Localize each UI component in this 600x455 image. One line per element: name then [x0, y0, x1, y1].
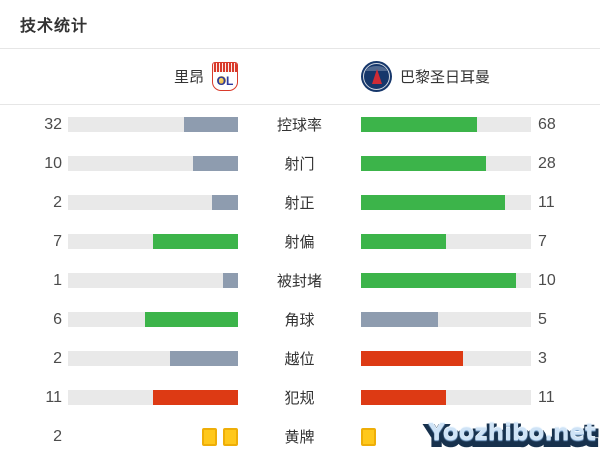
away-bar-track [361, 351, 531, 366]
home-value: 2 [53, 193, 62, 211]
away-bar-track [361, 195, 531, 210]
away-bar-fill [361, 117, 477, 132]
away-value: 68 [538, 115, 556, 133]
away-team: 巴黎圣日耳曼 [361, 61, 490, 92]
stat-row: 2 黄牌 1 [0, 417, 600, 455]
stat-label: 越位 [284, 351, 315, 368]
away-team-name: 巴黎圣日耳曼 [400, 69, 491, 86]
lyon-crest-band [213, 63, 237, 72]
watermark-text: Yoozhibo.net [428, 420, 596, 446]
home-bar-fill [211, 195, 238, 210]
stat-label: 射门 [284, 156, 315, 173]
stat-label: 控球率 [276, 117, 322, 134]
stat-label: 射偏 [284, 234, 315, 251]
stat-label: 黄牌 [284, 429, 315, 446]
home-value: 7 [53, 232, 62, 250]
away-value: 5 [538, 310, 547, 328]
home-value: 32 [44, 115, 62, 133]
title-bar: 技术统计 [0, 0, 600, 48]
psg-crest-icon [361, 61, 392, 92]
psg-crest-ring [363, 63, 390, 90]
away-bar-fill [361, 390, 446, 405]
stat-row: 11 犯规 11 [0, 378, 600, 417]
away-bar-fill [361, 234, 446, 249]
watermark-outline: Yoozhibo.net [425, 421, 599, 453]
psg-crest-tower [371, 69, 382, 84]
stat-row: 10 射门 28 [0, 144, 600, 183]
home-team-name: 里昂 [173, 69, 204, 86]
page-title: 技术统计 [20, 18, 89, 35]
away-value: 10 [538, 271, 556, 289]
home-bar-track [68, 427, 238, 446]
stat-label: 被封堵 [276, 273, 322, 290]
stat-row: 7 射偏 7 [0, 222, 600, 261]
away-bar-fill [361, 156, 487, 171]
home-value: 2 [53, 427, 62, 445]
lyon-crest-icon: OL [212, 62, 238, 91]
away-bar-fill [361, 273, 516, 288]
lyon-crest-text: OL [216, 74, 234, 88]
stats-list: 32 控球率 68 10 射门 28 2 射正 11 7 [0, 105, 600, 455]
home-team: 里昂 OL [0, 62, 238, 91]
yellow-card-icon [202, 427, 217, 446]
home-bar-track [68, 351, 238, 366]
home-bar-fill [193, 156, 238, 171]
away-value: 3 [538, 349, 547, 367]
away-value: 1 [538, 427, 547, 445]
away-value: 28 [538, 154, 556, 172]
away-bar-track [361, 234, 531, 249]
away-value: 7 [538, 232, 547, 250]
stat-label: 射正 [284, 195, 315, 212]
away-bar-track [361, 312, 531, 327]
home-bar-track [68, 234, 238, 249]
stat-row: 32 控球率 68 [0, 105, 600, 144]
home-bar-track [68, 156, 238, 171]
home-value: 1 [53, 271, 62, 289]
away-bar-track [361, 427, 531, 446]
home-bar-fill [183, 117, 238, 132]
stat-row: 1 被封堵 10 [0, 261, 600, 300]
away-value: 11 [538, 193, 555, 211]
title-divider [0, 48, 600, 49]
home-value: 11 [45, 388, 62, 406]
home-bar-track [68, 273, 238, 288]
home-value: 6 [53, 310, 62, 328]
stat-row: 2 越位 3 [0, 339, 600, 378]
home-bar-fill [222, 273, 238, 288]
lyon-crest-lion [217, 76, 226, 85]
home-value: 10 [44, 154, 62, 172]
home-bar-track [68, 195, 238, 210]
home-value: 2 [53, 349, 62, 367]
away-bar-track [361, 390, 531, 405]
home-bar-fill [170, 351, 238, 366]
watermark: Yoozhibo.net Yoozhibo.net [425, 420, 599, 453]
away-bar-fill [361, 351, 463, 366]
home-bar-track [68, 312, 238, 327]
away-bar-fill [361, 312, 439, 327]
home-bar-fill [153, 234, 238, 249]
away-bar-track [361, 273, 531, 288]
stat-row: 6 角球 5 [0, 300, 600, 339]
yellow-card-icon [223, 427, 238, 446]
home-bar-track [68, 390, 238, 405]
away-bar-track [361, 117, 531, 132]
away-bar-track [361, 156, 531, 171]
stat-label: 犯规 [284, 390, 315, 407]
stat-label: 角球 [284, 312, 315, 329]
yellow-card-icon [361, 427, 376, 446]
team-header: 里昂 OL 巴黎圣日耳曼 [0, 49, 600, 104]
home-bar-track [68, 117, 238, 132]
psg-crest-band [366, 66, 387, 71]
header-divider [0, 104, 600, 105]
home-bar-fill [145, 312, 238, 327]
away-bar-fill [361, 195, 505, 210]
stat-row: 2 射正 11 [0, 183, 600, 222]
away-value: 11 [538, 388, 555, 406]
home-bar-fill [153, 390, 238, 405]
